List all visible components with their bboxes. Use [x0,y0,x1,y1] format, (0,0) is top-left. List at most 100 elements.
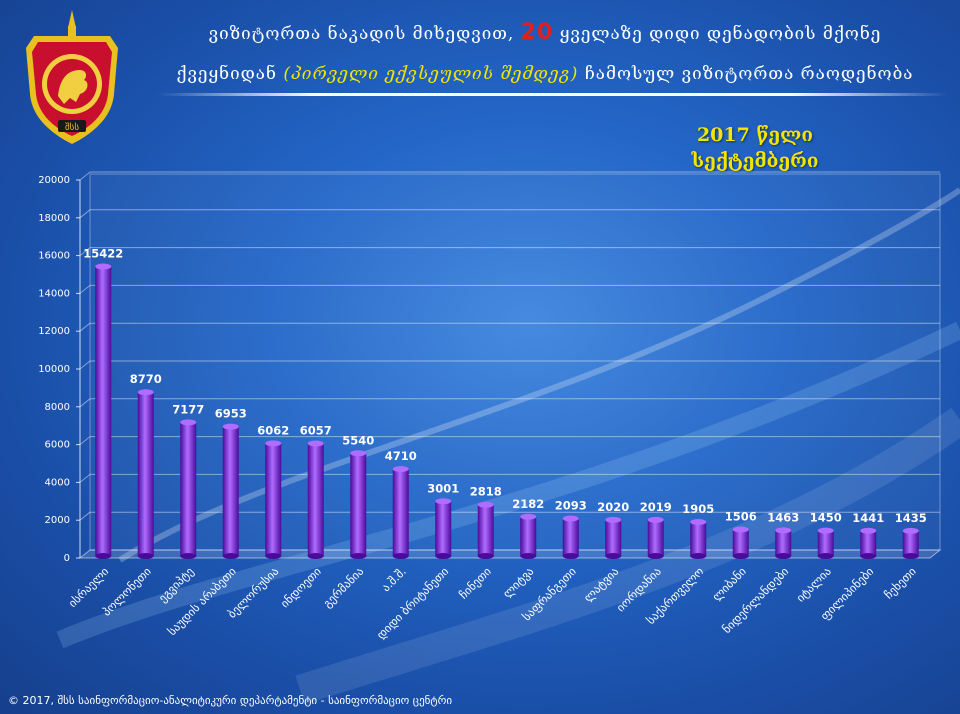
gridline-diagonal [79,360,91,370]
bar-value-label: 2020 [597,500,629,514]
bar-base [860,553,877,559]
gridline-diagonal [79,247,91,256]
x-category-label: ლიბანი [709,564,749,604]
title-number: 20 [520,20,554,45]
bar-base [690,553,707,559]
y-tick-label: 4000 [45,477,70,488]
y-tick-label: 12000 [38,326,70,337]
title-part1: ვიზიტორთა ნაკადის მიხედვით, [208,24,515,44]
y-tick-label: 6000 [45,440,70,451]
bar-top [180,419,197,426]
bar-base [902,553,919,559]
bar [307,443,324,556]
bar-base [647,553,664,559]
bar-value-label: 1463 [767,510,799,524]
bar-top [222,423,239,430]
bar-top [307,440,324,447]
title-line2-italic: (პირველი ექვსეულის შემდეგ) [283,64,579,84]
bar [562,518,579,556]
bar-value-label: 2818 [470,485,502,499]
gridline-diagonal [79,171,91,181]
bar-value-label: 4710 [385,449,417,463]
bar [817,530,834,556]
x-category-label: ჩინეთი [456,564,493,601]
year-label: 2017 წელი [696,124,814,146]
bar-value-label: 1441 [852,511,884,525]
bar-group [860,527,877,559]
x-category-label: ა.შ.შ. [379,564,409,594]
bar-value-label: 1450 [810,511,842,525]
bar-group [732,526,749,559]
plot-floor [78,549,942,559]
bar-base [520,553,537,559]
bar-base [392,553,409,559]
bar-group [350,450,367,559]
bar-group [95,263,112,559]
footer-copyright: © 2017, შსს საინფორმაციო-ანალიტიკური დეპ… [8,694,453,707]
x-category-label: ლიტვა [500,564,536,600]
bar-value-label: 1506 [725,510,757,524]
bar [137,392,154,556]
bar-top [732,526,749,533]
bar-base [95,553,112,559]
bar-base [350,553,367,559]
y-tick-label: 20000 [38,175,70,186]
bar-group [435,498,452,559]
bar-base [817,553,834,559]
bar [265,443,282,556]
bar-top [562,515,579,522]
x-category-label: დიდი ბრიტანეთი [374,564,452,642]
bar-top [605,516,622,523]
bar-top [350,450,367,457]
bar-top [647,516,664,523]
bar-top [265,440,282,447]
police-emblem: შსს [26,10,118,144]
chart-title-line2: ქვეყნიდან (პირველი ექვსეულის შემდეგ) ჩამ… [150,64,940,84]
title-part2: ყველაზე დიდი დენადობის მქონე [559,24,882,44]
bar-group [392,465,409,559]
bar-group [647,516,664,559]
bar-base [732,553,749,559]
gridline-diagonal [79,322,91,332]
bar-top [392,465,409,472]
bar [222,426,239,556]
gridline-diagonal [79,285,91,294]
bar-value-label: 3001 [427,481,459,495]
bar-value-label: 15422 [83,247,123,261]
gridline-diagonal [79,209,91,219]
x-category-label: ჩეხეთი [881,564,918,601]
bar-top [520,513,537,520]
bar-base [435,553,452,559]
bar-group [817,527,834,559]
bar-value-label: 5540 [342,433,374,447]
month-label: სექტემბერი [691,150,819,172]
bar-group [137,389,154,559]
bar-top [137,389,154,396]
bar-top [690,518,707,525]
bar-group [477,501,494,559]
bar-top [860,527,877,534]
bar-top [775,527,792,534]
x-category-label: ლატვია [581,564,622,605]
bar-group [775,527,792,559]
bar-group [902,527,919,559]
bar [775,530,792,556]
y-tick-label: 14000 [38,288,70,299]
bar-base [180,553,197,559]
bar-base [307,553,324,559]
bar-group [222,423,239,559]
bar-value-label: 8770 [130,372,162,386]
bar [350,453,367,556]
bar [180,422,197,556]
bar-base [477,553,494,559]
gridline-diagonal [79,511,91,521]
bar-top [95,263,112,270]
bar-group [265,440,282,559]
bar [902,530,919,556]
bar [477,504,494,556]
bar-value-label: 2093 [555,498,587,512]
y-tick-label: 16000 [38,251,70,262]
y-tick-label: 18000 [38,213,70,224]
x-category-label: ინდოეთი [278,564,324,610]
